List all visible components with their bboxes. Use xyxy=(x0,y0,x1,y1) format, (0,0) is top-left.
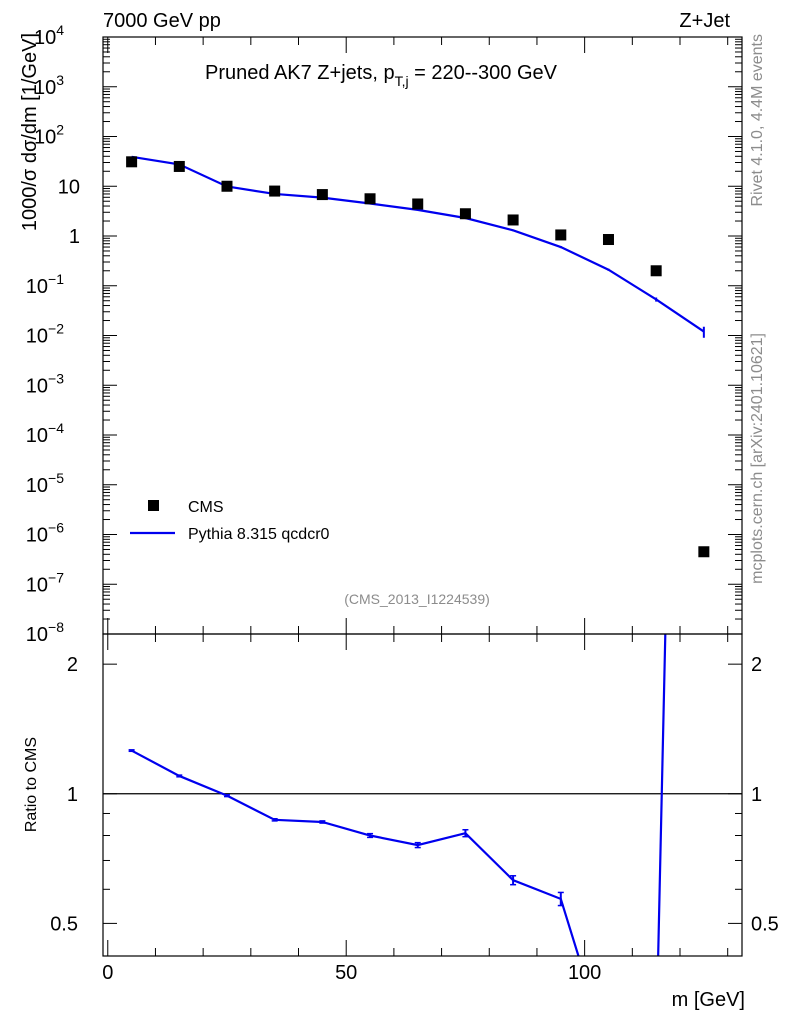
y-tick-label: 10−7 xyxy=(26,569,64,596)
y-tick-label: 102 xyxy=(34,122,64,149)
y-tick-label: 10−3 xyxy=(26,370,64,397)
pythia-line xyxy=(131,155,705,333)
ratio-y-tick-label-right: 0.5 xyxy=(751,913,779,935)
legend-marker-cms xyxy=(148,500,159,511)
cms-data-point xyxy=(459,208,471,220)
cms-data-point xyxy=(650,265,662,277)
x-tick-label: 0 xyxy=(102,962,113,984)
x-axis-label: m [GeV] xyxy=(672,989,745,1011)
cms-data-point xyxy=(173,160,185,172)
header-right: Z+Jet xyxy=(679,10,730,32)
ratio-ylabel: Ratio to CMS xyxy=(23,737,40,832)
main-frame xyxy=(102,36,743,635)
cms-data-point xyxy=(602,234,614,246)
y-tick-label: 1 xyxy=(69,226,80,248)
analysis-watermark: (CMS_2013_I1224539) xyxy=(344,591,490,607)
ratio-frame xyxy=(102,633,743,957)
y-tick-label: 10−2 xyxy=(26,321,64,348)
cms-data-point xyxy=(698,546,710,558)
y-tick-label: 10−8 xyxy=(26,619,64,646)
y-tick-label: 10−4 xyxy=(26,420,64,447)
cms-data-point xyxy=(316,189,328,201)
legend: CMS Pythia 8.315 qcdcr0 xyxy=(130,499,330,543)
cms-data-point xyxy=(126,156,138,168)
ratio-y-tick-label-right: 1 xyxy=(751,784,762,806)
x-tick-label: 100 xyxy=(568,962,601,984)
y-tick-label: 104 xyxy=(34,22,64,49)
y-tick-label: 10 xyxy=(58,176,80,198)
y-tick-label: 10−6 xyxy=(26,520,64,547)
header-left: 7000 GeV pp xyxy=(103,10,221,32)
main-ylabel: 1000/σ dσ/dm [1/GeV] xyxy=(19,33,41,231)
cms-data-point xyxy=(364,193,376,205)
cms-data-point xyxy=(555,229,567,241)
ratio-y-tick-label-left: 2 xyxy=(67,654,78,676)
mcplots-label: mcplots.cern.ch [arXiv:2401.10621] xyxy=(749,333,766,584)
ratio-y-tick-label-right: 2 xyxy=(751,654,762,676)
x-tick-label: 50 xyxy=(335,962,357,984)
cms-data-point xyxy=(269,185,281,197)
legend-label-pythia: Pythia 8.315 qcdcr0 xyxy=(188,526,330,543)
cms-data-point xyxy=(412,198,424,210)
y-tick-label: 103 xyxy=(34,72,64,99)
main-title: Pruned AK7 Z+jets, pT,j = 220--300 GeV xyxy=(205,62,558,89)
cms-data-point xyxy=(221,180,233,192)
y-tick-label: 10−5 xyxy=(26,470,64,497)
ratio-y-tick-label-left: 0.5 xyxy=(50,913,78,935)
cms-data-point xyxy=(507,214,519,226)
ratio-y-tick-label-left: 1 xyxy=(67,784,78,806)
legend-label-cms: CMS xyxy=(188,499,224,516)
y-tick-label: 10−1 xyxy=(26,271,64,298)
rivet-label: Rivet 4.1.0, 4.4M events xyxy=(749,34,766,207)
